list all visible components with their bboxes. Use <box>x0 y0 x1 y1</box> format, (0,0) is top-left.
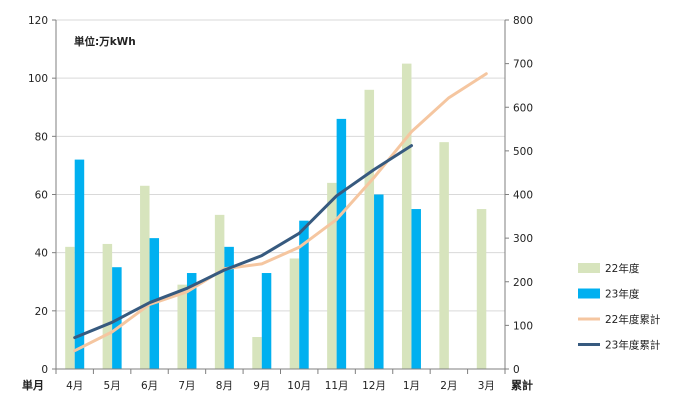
series-line <box>73 72 488 353</box>
legend: 22年度 23年度 22年度累計 23年度累計 <box>578 262 661 352</box>
y-right-tick-label: 200 <box>513 277 533 289</box>
legend-label: 22年度累計 <box>605 313 661 326</box>
bar <box>439 142 449 369</box>
bar <box>252 337 262 369</box>
axes <box>52 19 509 374</box>
y-right-tick-label: 800 <box>513 15 533 27</box>
bar <box>214 214 225 369</box>
y-right-tick-label: 500 <box>513 146 533 158</box>
y-left-tick-label: 80 <box>35 131 48 143</box>
x-tick-label: 9月 <box>253 380 270 392</box>
bar <box>476 209 487 369</box>
bar <box>102 243 113 369</box>
y-right-tick-label: 300 <box>513 233 533 245</box>
x-tick-label: 12月 <box>362 380 386 392</box>
line-series <box>73 72 488 353</box>
x-tick-label: 5月 <box>104 380 121 392</box>
y-right-tick-label: 0 <box>513 364 520 376</box>
y-left-tick-label: 60 <box>35 190 48 202</box>
y-right-tick-label: 400 <box>513 190 533 202</box>
gridlines <box>56 19 505 312</box>
x-tick-label: 7月 <box>178 380 195 392</box>
x-tick-label: 2月 <box>440 380 457 392</box>
x-tick-label: 8月 <box>216 380 233 392</box>
bar-series <box>65 63 487 370</box>
bar <box>299 220 309 369</box>
x-axis-label-right: 累計 <box>511 378 533 392</box>
x-tick-label: 3月 <box>478 380 495 392</box>
x-tick-label: 4月 <box>66 380 83 392</box>
x-tick-label: 10月 <box>287 380 311 392</box>
y-right-tick-label: 100 <box>513 320 533 332</box>
bar <box>401 63 412 369</box>
y-right-tick-label: 600 <box>513 102 533 114</box>
bar <box>224 246 234 369</box>
bar <box>336 118 347 369</box>
bar <box>261 273 272 369</box>
y-left-tick-label: 100 <box>28 73 48 85</box>
bar <box>327 182 337 369</box>
bar <box>289 258 300 369</box>
tick-labels: 0 20 40 60 80 100 120 0 100 200 300 400 500 600 700 800… <box>28 15 533 392</box>
unit-label: 単位:万kWh <box>74 35 136 48</box>
legend-swatch <box>578 263 600 273</box>
y-left-tick-label: 40 <box>35 248 48 260</box>
bar <box>364 89 375 370</box>
x-tick-label: 6月 <box>141 380 158 392</box>
bar <box>140 185 150 369</box>
series-line <box>73 144 413 340</box>
x-axis-label-left: 単月 <box>22 378 44 392</box>
bar <box>74 159 85 369</box>
x-tick-label: 11月 <box>325 380 349 392</box>
bar <box>374 194 384 369</box>
bar <box>177 284 187 369</box>
y-left-tick-label: 0 <box>41 364 48 376</box>
bar <box>411 209 421 369</box>
legend-swatch <box>578 288 600 299</box>
legend-label: 22年度 <box>605 262 640 275</box>
y-left-tick-label: 120 <box>28 15 48 27</box>
x-tick-label: 1月 <box>403 380 420 392</box>
legend-label: 23年度累計 <box>605 339 661 352</box>
legend-label: 23年度 <box>605 288 640 301</box>
bar <box>65 246 75 369</box>
y-left-tick-label: 20 <box>35 306 48 318</box>
y-right-tick-label: 700 <box>513 59 533 71</box>
bar <box>186 273 197 369</box>
